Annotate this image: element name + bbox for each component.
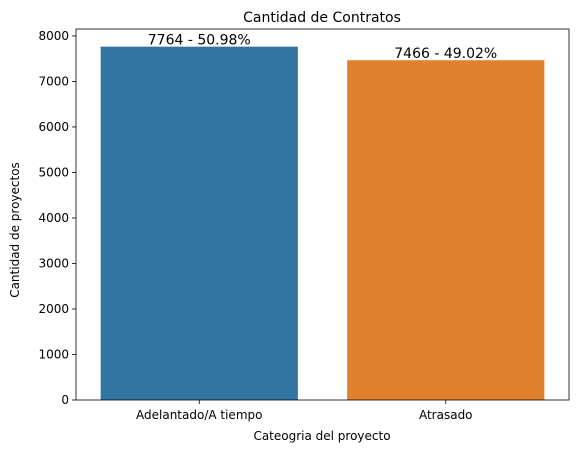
y-tick-label-0: 0	[61, 393, 69, 407]
data-label-0: 7764 - 50.98%	[148, 33, 251, 49]
x-axis-label: Cateogria del proyecto	[253, 429, 390, 443]
x-tick-label-1: Atrasado	[419, 408, 473, 422]
plot-frame	[75, 28, 570, 401]
y-tick-label-4: 4000	[38, 211, 69, 225]
bar-0	[100, 46, 298, 401]
y-axis-label: Cantidad de proyectos	[8, 162, 22, 298]
chart-title: Cantidad de Contratos	[243, 10, 401, 26]
y-tick-label-1: 1000	[38, 347, 69, 361]
bar-1	[347, 60, 545, 401]
y-tick-label-6: 6000	[38, 120, 69, 134]
y-tick-label-3: 3000	[38, 256, 69, 270]
data-label-1: 7466 - 49.02%	[394, 46, 497, 62]
y-tick-label-7: 7000	[38, 74, 69, 88]
axes-layer: Adelantado/A tiempo Atrasado 0 1000 2000 3000…	[38, 28, 570, 422]
x-tick-label-0: Adelantado/A tiempo	[136, 408, 262, 422]
y-tick-label-2: 2000	[38, 302, 69, 316]
y-tick-label-5: 5000	[38, 165, 69, 179]
data-labels-layer: 7764 - 50.98% 7466 - 49.02%	[148, 33, 497, 63]
bars-layer	[100, 46, 545, 401]
y-tick-label-8: 8000	[38, 29, 69, 43]
